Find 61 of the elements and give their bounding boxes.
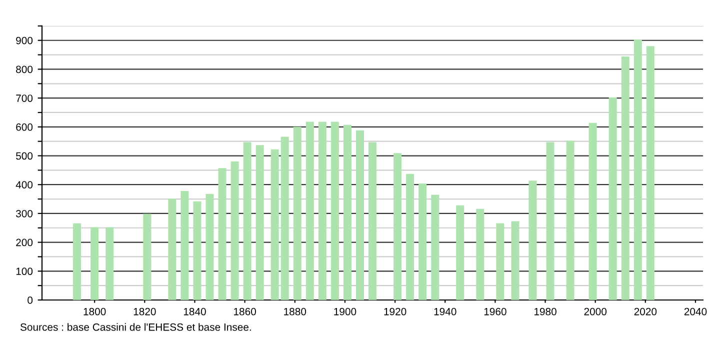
y-tick-label: 800	[16, 66, 33, 74]
bar	[73, 223, 82, 300]
bar	[270, 149, 279, 300]
bar	[476, 208, 484, 300]
bar	[431, 194, 440, 300]
y-tick-label: 100	[16, 268, 33, 276]
bar	[306, 122, 314, 300]
bar	[646, 46, 654, 300]
bar	[418, 183, 427, 300]
bar	[293, 126, 302, 300]
x-tick-label: 1880	[284, 308, 306, 316]
x-tick-label: 1820	[134, 308, 156, 316]
bar	[318, 122, 326, 300]
bar	[218, 168, 226, 300]
bar	[511, 221, 520, 300]
bar	[496, 223, 504, 300]
bar	[90, 227, 99, 300]
bar	[546, 142, 554, 300]
bar	[330, 122, 339, 300]
bar	[394, 153, 402, 300]
bar	[528, 180, 537, 300]
x-tick-label: 2040	[684, 308, 707, 316]
x-tick-label: 1860	[234, 308, 256, 316]
y-tick-label: 0	[28, 296, 33, 304]
bar	[143, 214, 152, 300]
bar	[180, 190, 189, 300]
bar	[634, 40, 642, 300]
y-tick-label: 600	[16, 123, 33, 131]
bar	[621, 56, 630, 300]
bar	[356, 130, 364, 300]
bar	[368, 142, 377, 300]
x-tick-label: 2000	[584, 308, 607, 316]
bar	[230, 162, 239, 300]
bar	[206, 194, 214, 300]
x-tick-label: 1940	[434, 308, 456, 316]
x-tick-label: 1980	[534, 308, 556, 316]
x-tick-label: 1840	[184, 308, 206, 316]
bar	[280, 136, 289, 300]
bar	[566, 140, 574, 300]
bar	[588, 122, 597, 300]
bar	[343, 124, 352, 300]
bar	[193, 201, 202, 300]
y-tick-label: 900	[16, 36, 33, 44]
x-tick-label: 1920	[384, 308, 406, 316]
bar	[456, 205, 464, 300]
bar	[608, 97, 617, 300]
x-tick-label: 2020	[634, 308, 657, 316]
y-tick-label: 200	[16, 238, 33, 246]
bar	[243, 142, 252, 300]
x-tick-label: 1900	[334, 308, 356, 316]
bar	[106, 227, 114, 300]
y-tick-label: 700	[16, 94, 33, 102]
x-tick-label: 1960	[484, 308, 506, 316]
y-tick-label: 400	[16, 181, 33, 188]
source-note: Sources : base Cassini de l'EHESS et base Insee.	[20, 323, 251, 331]
bar	[168, 198, 176, 300]
x-tick-label: 1800	[84, 308, 106, 316]
y-tick-label: 300	[16, 210, 33, 218]
bar	[256, 145, 264, 300]
y-tick-label: 500	[16, 152, 33, 160]
bar	[406, 174, 414, 300]
